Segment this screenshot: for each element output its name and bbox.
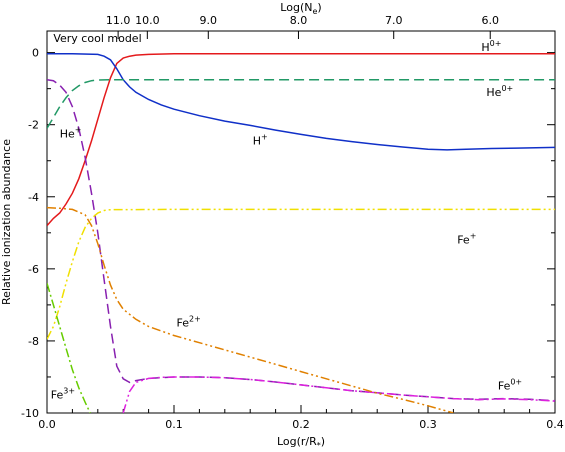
- series-fe3plus-line: [47, 283, 91, 413]
- x-tick-label-2: 0.2: [292, 418, 310, 431]
- top-tick-label-4: 7.0: [385, 14, 403, 27]
- annotation-8: Fe3+: [51, 387, 75, 402]
- top-tick-label-0: 11.0: [106, 14, 131, 27]
- annotation-5: Fe+: [457, 232, 476, 247]
- y-tick-label-2: -4: [28, 191, 39, 204]
- annotations: Very cool model H0+ He0+ H+ He+ Fe+ Fe2+ Fe0+ Fe…: [51, 32, 522, 402]
- y-tick-label-3: -6: [28, 263, 39, 276]
- y-tick-label-0: 0: [32, 47, 39, 60]
- top-tick-label-5: 6.0: [481, 14, 499, 27]
- y-axis-label: Relative ionization abundance: [0, 139, 13, 305]
- x-tick-label-3: 0.3: [419, 418, 437, 431]
- y-tick-label-1: -2: [28, 119, 39, 132]
- plot-frame: [46, 30, 556, 414]
- tick-labels: 0.0 0.1 0.2 0.3 0.4 0 -2 -4 -6 -8 -10 11.0 10.0 9.0 8.…: [21, 14, 564, 431]
- annotation-0: Very cool model: [53, 32, 141, 45]
- y-tick-label-5: -10: [21, 407, 39, 420]
- series-heplus-line: [47, 78, 555, 402]
- annotation-7: Fe0+: [498, 378, 522, 393]
- series-feplus-line: [47, 208, 555, 340]
- top-tick-label-3: 8.0: [290, 14, 308, 27]
- x-tick-label-0: 0.0: [38, 418, 56, 431]
- x-axis-label: Log(r/R*): [277, 435, 325, 450]
- series-hplus-line: [47, 52, 555, 151]
- series-fe0plus-line: [122, 376, 555, 413]
- series-h0plus-line: [47, 52, 555, 227]
- y-tick-label-4: -8: [28, 335, 39, 348]
- annotation-6: Fe2+: [177, 315, 201, 330]
- annotation-4: He+: [60, 125, 82, 140]
- annotation-2: He0+: [486, 84, 513, 99]
- annotation-3: H+: [253, 133, 268, 148]
- series-fe2plus-line: [47, 206, 454, 413]
- top-tick-label-1: 10.0: [135, 14, 160, 27]
- x-tick-label-4: 0.4: [546, 418, 564, 431]
- top-axis-label: Log(Ne): [280, 1, 321, 16]
- axis-ticks: [46, 31, 556, 414]
- series-he0plus-line: [47, 78, 555, 129]
- annotation-1: H0+: [481, 39, 501, 54]
- top-tick-label-2: 9.0: [200, 14, 218, 27]
- series-group: [47, 52, 555, 413]
- x-tick-label-1: 0.1: [165, 418, 183, 431]
